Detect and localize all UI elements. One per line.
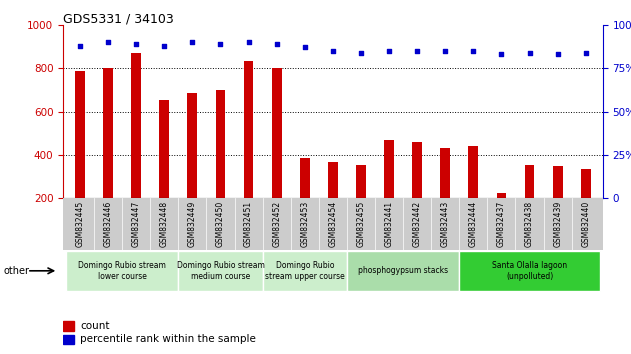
Bar xyxy=(103,68,113,198)
Text: GSM832453: GSM832453 xyxy=(300,201,309,247)
Bar xyxy=(262,251,347,291)
Bar xyxy=(497,193,506,198)
Bar xyxy=(459,251,600,291)
Point xyxy=(553,51,563,57)
Text: GSM832454: GSM832454 xyxy=(328,201,338,247)
Bar xyxy=(66,251,179,291)
Point xyxy=(524,50,534,55)
Bar xyxy=(244,61,254,198)
Text: Santa Olalla lagoon
(unpolluted): Santa Olalla lagoon (unpolluted) xyxy=(492,261,567,280)
Text: other: other xyxy=(3,266,29,276)
Point xyxy=(271,41,281,47)
Bar xyxy=(272,68,281,198)
Point xyxy=(356,50,366,55)
Text: GSM832443: GSM832443 xyxy=(440,201,450,247)
Text: GSM832441: GSM832441 xyxy=(384,201,394,247)
Bar xyxy=(356,165,366,198)
Bar xyxy=(581,169,591,198)
Bar xyxy=(160,99,169,198)
Text: Domingo Rubio
stream upper course: Domingo Rubio stream upper course xyxy=(265,261,345,280)
Text: GSM832440: GSM832440 xyxy=(581,201,590,247)
Text: GSM832455: GSM832455 xyxy=(357,201,365,247)
Text: GSM832446: GSM832446 xyxy=(103,201,112,247)
Point xyxy=(131,41,141,47)
Text: GSM832449: GSM832449 xyxy=(188,201,197,247)
Point xyxy=(581,50,591,55)
Point xyxy=(103,39,113,45)
Point xyxy=(187,39,198,45)
Point xyxy=(300,45,310,50)
Bar xyxy=(384,140,394,198)
Bar xyxy=(468,146,478,198)
Text: GSM832450: GSM832450 xyxy=(216,201,225,247)
Point xyxy=(159,43,169,48)
Text: GSM832439: GSM832439 xyxy=(553,201,562,247)
Point xyxy=(328,48,338,53)
Text: percentile rank within the sample: percentile rank within the sample xyxy=(81,335,256,344)
Bar xyxy=(440,148,450,198)
Bar xyxy=(187,93,198,198)
Text: GSM832448: GSM832448 xyxy=(160,201,168,247)
Text: GDS5331 / 34103: GDS5331 / 34103 xyxy=(63,12,174,25)
Point xyxy=(75,43,85,48)
Point xyxy=(412,48,422,53)
Bar xyxy=(75,72,85,198)
Text: GSM832445: GSM832445 xyxy=(76,201,85,247)
Bar xyxy=(63,335,73,344)
Point xyxy=(215,41,225,47)
Text: GSM832452: GSM832452 xyxy=(272,201,281,247)
Bar xyxy=(553,166,563,198)
Bar xyxy=(216,90,225,198)
Bar xyxy=(300,158,310,198)
Bar xyxy=(524,165,534,198)
Text: GSM832438: GSM832438 xyxy=(525,201,534,247)
Bar xyxy=(131,53,141,198)
Point xyxy=(440,48,451,53)
Text: GSM832437: GSM832437 xyxy=(497,201,506,247)
Text: GSM832451: GSM832451 xyxy=(244,201,253,247)
Text: GSM832447: GSM832447 xyxy=(132,201,141,247)
Point xyxy=(497,51,507,57)
Text: GSM832444: GSM832444 xyxy=(469,201,478,247)
Bar xyxy=(63,321,73,331)
Point xyxy=(244,39,254,45)
Text: GSM832442: GSM832442 xyxy=(413,201,422,247)
Bar xyxy=(179,251,262,291)
Bar xyxy=(328,162,338,198)
Text: Domingo Rubio stream
medium course: Domingo Rubio stream medium course xyxy=(177,261,264,280)
Point xyxy=(384,48,394,53)
Bar xyxy=(347,251,459,291)
Point xyxy=(468,48,478,53)
Text: count: count xyxy=(81,321,110,331)
Bar xyxy=(412,142,422,198)
Text: Domingo Rubio stream
lower course: Domingo Rubio stream lower course xyxy=(78,261,166,280)
Text: phosphogypsum stacks: phosphogypsum stacks xyxy=(358,266,448,275)
